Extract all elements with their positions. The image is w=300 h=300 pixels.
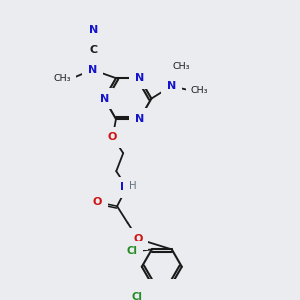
Text: N: N — [120, 182, 129, 192]
Text: N: N — [167, 81, 176, 91]
Text: O: O — [93, 197, 102, 207]
Text: N: N — [135, 73, 144, 83]
Text: N: N — [89, 26, 98, 35]
Text: CH₃: CH₃ — [173, 62, 190, 71]
Text: CH₃: CH₃ — [53, 74, 71, 82]
Text: N: N — [88, 65, 97, 75]
Text: O: O — [108, 132, 117, 142]
Text: Cl: Cl — [127, 246, 138, 256]
Text: CH₃: CH₃ — [191, 86, 208, 95]
Text: H: H — [129, 181, 136, 191]
Text: Cl: Cl — [132, 292, 142, 300]
Text: C: C — [90, 45, 98, 55]
Text: O: O — [134, 234, 143, 244]
Text: N: N — [135, 114, 144, 124]
Text: N: N — [100, 94, 109, 103]
